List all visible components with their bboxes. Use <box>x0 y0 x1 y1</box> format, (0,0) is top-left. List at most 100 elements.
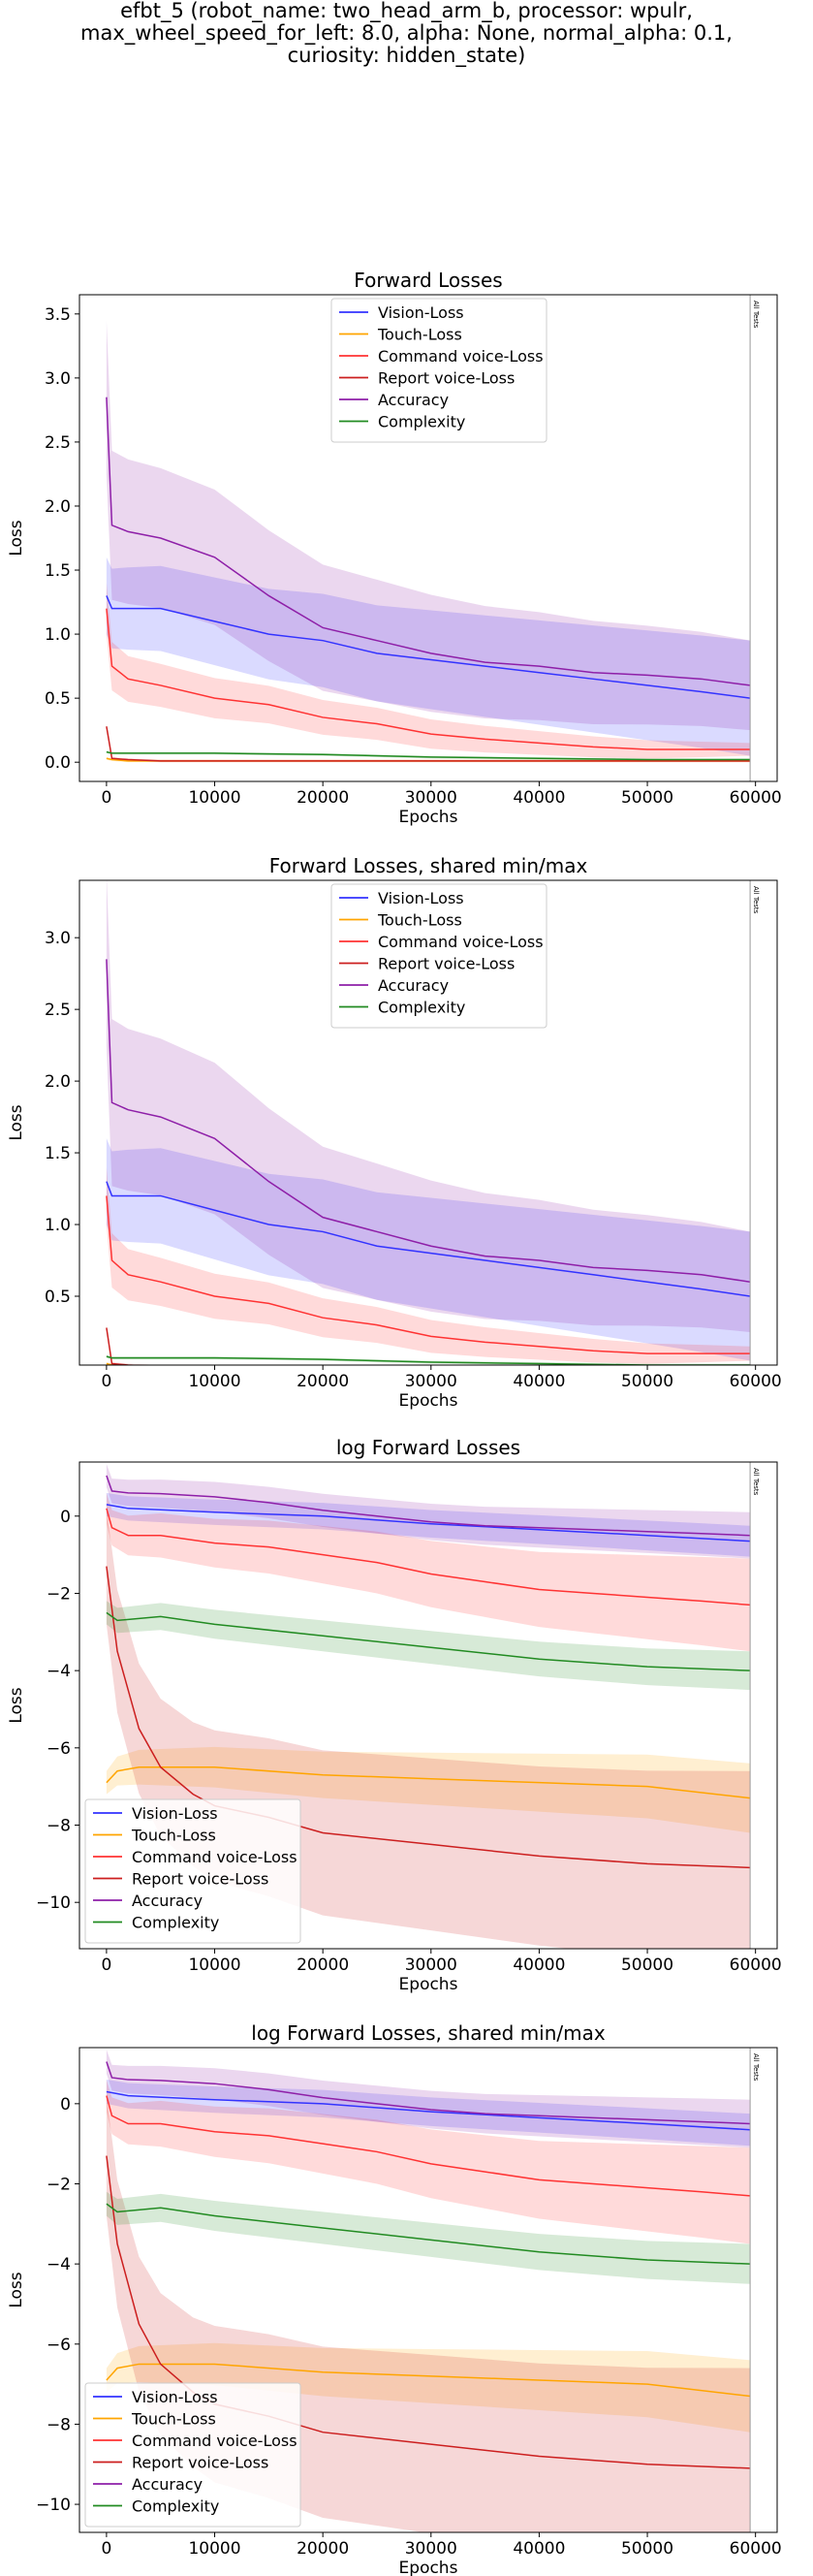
axes-frame <box>78 879 778 1366</box>
all-tests-label: All Tests <box>752 2053 760 2082</box>
x-tick-label: 60000 <box>730 2539 782 2559</box>
figure-title-line: max_wheel_speed_for_left: 8.0, alpha: No… <box>80 21 733 45</box>
x-tick-label: 0 <box>101 1956 111 1975</box>
y-tick-label: 2.5 <box>45 433 71 453</box>
y-tick-label: −6 <box>47 1739 71 1759</box>
y-axis-label: Loss <box>7 1687 26 1723</box>
x-tick-label: 0 <box>101 788 111 808</box>
series-line <box>106 959 751 1283</box>
x-tick-label: 50000 <box>621 788 673 808</box>
legend-entry: Command voice-Loss <box>378 347 544 366</box>
x-tick-label: 20000 <box>297 788 349 808</box>
x-tick-label: 10000 <box>188 788 240 808</box>
x-tick-label: 40000 <box>513 2539 565 2559</box>
series-line <box>106 1765 751 1799</box>
chart-panel: Forward Losses, shared min/max All Tests 0… <box>7 854 782 1411</box>
series-band <box>106 1492 751 1557</box>
chart-panel: Forward Losses All Tests 0 10000 20000 30000 4… <box>7 269 782 827</box>
x-tick-label: 10000 <box>188 1956 240 1975</box>
x-tick-label: 20000 <box>297 1372 349 1391</box>
x-tick-label: 40000 <box>513 788 565 808</box>
series-band <box>106 320 751 731</box>
legend: Vision-Loss Touch-Loss Command voice-Loss R… <box>84 1798 301 1944</box>
x-axis-label: Epochs <box>399 2559 458 2576</box>
legend-entry: Accuracy <box>378 391 449 409</box>
y-tick-label: −2 <box>47 2175 71 2194</box>
legend: Vision-Loss Touch-Loss Command voice-Loss R… <box>330 298 547 443</box>
legend-box <box>84 1798 301 1944</box>
legend-entry: Vision-Loss <box>132 2388 218 2406</box>
axes-frame <box>78 2047 778 2533</box>
series-line <box>106 726 751 762</box>
y-tick-label: 1.0 <box>45 625 71 645</box>
y-axis-label: Loss <box>7 520 26 556</box>
y-tick-label: 0 <box>60 2095 71 2115</box>
legend: Vision-Loss Touch-Loss Command voice-Loss R… <box>84 2382 301 2528</box>
axes-frame <box>78 294 778 782</box>
legend-entry: Command voice-Loss <box>378 933 544 951</box>
x-tick-label: 30000 <box>405 1372 457 1391</box>
series-band <box>106 583 751 759</box>
series-band <box>106 1166 751 1364</box>
y-axis-label: Loss <box>7 2272 26 2307</box>
y-tick-label: 3.0 <box>45 929 71 948</box>
y-tick-label: −4 <box>47 1662 71 1681</box>
y-tick-label: −2 <box>47 1584 71 1604</box>
plot-area <box>106 880 751 1365</box>
series-line <box>106 2090 751 2131</box>
x-axis-label: Epochs <box>399 1975 458 1994</box>
x-axis-label: Epochs <box>399 808 458 827</box>
plot-area <box>106 320 751 763</box>
legend-box <box>330 298 547 443</box>
y-tick-label: 1.5 <box>45 1144 71 1163</box>
series-band <box>106 880 751 1332</box>
y-tick-label: 1.0 <box>45 1216 71 1235</box>
legend-entry: Vision-Loss <box>378 889 464 907</box>
y-tick-label: −10 <box>36 2496 71 2515</box>
x-tick-label: 30000 <box>405 788 457 808</box>
y-tick-label: −4 <box>47 2255 71 2274</box>
x-tick-label: 50000 <box>621 1956 673 1975</box>
legend-entry: Report voice-Loss <box>378 955 515 973</box>
legend-entry: Accuracy <box>132 1892 203 1910</box>
x-tick-label: 20000 <box>297 1956 349 1975</box>
series-band <box>106 1354 751 1365</box>
y-tick-label: 2.0 <box>45 1072 71 1092</box>
series-band <box>106 2342 751 2433</box>
x-tick-label: 40000 <box>513 1956 565 1975</box>
x-tick-label: 0 <box>101 1372 111 1391</box>
all-tests-label: All Tests <box>752 1468 760 1496</box>
y-tick-label: 0.0 <box>45 753 71 773</box>
figure-title: efbt_5 (robot_name: two_head_arm_b, proc… <box>0 0 813 67</box>
chart-title: Forward Losses, shared min/max <box>269 854 588 877</box>
x-tick-label: 40000 <box>513 1372 565 1391</box>
legend-entry: Report voice-Loss <box>132 2454 268 2472</box>
legend-box <box>330 883 547 1029</box>
x-tick-label: 20000 <box>297 2539 349 2559</box>
legend-entry: Report voice-Loss <box>378 369 515 388</box>
series-band <box>106 1746 751 1833</box>
y-tick-label: 0.5 <box>45 1288 71 1307</box>
x-tick-label: 30000 <box>405 1956 457 1975</box>
series-line <box>106 2363 751 2398</box>
y-tick-label: 2.0 <box>45 497 71 517</box>
chart-title: log Forward Losses <box>336 1436 520 1459</box>
series-band <box>106 1601 751 1691</box>
series-line <box>106 2095 751 2197</box>
all-tests-label: All Tests <box>752 886 760 914</box>
series-band <box>106 2050 751 2148</box>
x-tick-label: 10000 <box>188 2539 240 2559</box>
series-line <box>106 595 751 699</box>
x-tick-label: 60000 <box>730 1372 782 1391</box>
y-tick-label: 1.5 <box>45 561 71 581</box>
series-band <box>106 1138 751 1361</box>
all-tests-label: All Tests <box>752 301 760 329</box>
legend-entry: Report voice-Loss <box>132 1870 268 1889</box>
series-line <box>106 1611 751 1671</box>
legend-entry: Complexity <box>378 999 465 1017</box>
series-line <box>106 1504 751 1542</box>
legend-entry: Touch-Loss <box>131 1827 216 1845</box>
series-line <box>106 750 751 761</box>
x-tick-label: 60000 <box>730 1956 782 1975</box>
y-tick-label: 2.5 <box>45 1001 71 1020</box>
